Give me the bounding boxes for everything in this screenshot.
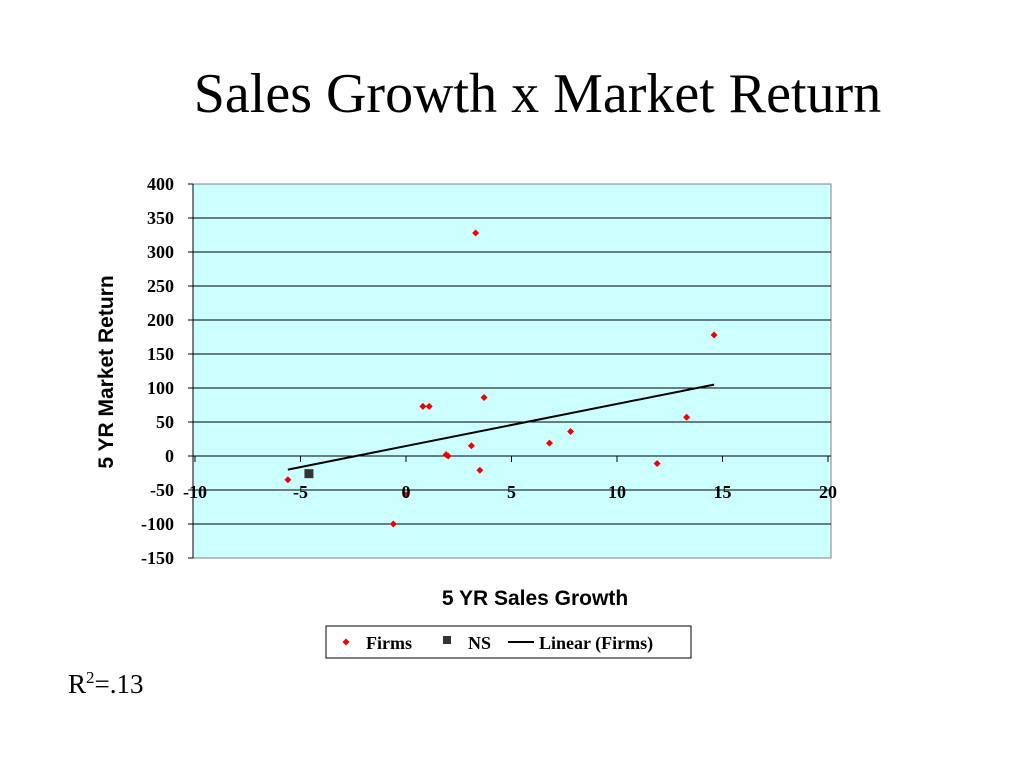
firm-point xyxy=(402,491,410,499)
x-tick-label: 10 xyxy=(608,482,626,502)
legend-firms-label: Firms xyxy=(366,633,412,653)
y-tick-label: 250 xyxy=(147,276,174,296)
firm-point xyxy=(425,402,433,410)
points-layer xyxy=(284,229,718,528)
ns-point xyxy=(304,469,314,479)
firm-point xyxy=(545,439,553,447)
x-tick-label: 20 xyxy=(819,482,837,502)
y-tick-label: -150 xyxy=(141,548,174,568)
legend-ns-label: NS xyxy=(468,633,491,653)
r-squared-annotation: R2=.13 xyxy=(68,668,144,700)
plot-area xyxy=(192,183,832,559)
firm-point xyxy=(710,331,718,339)
firm-point xyxy=(419,402,427,410)
trend-layer xyxy=(287,383,715,471)
x-tick-label: 5 xyxy=(507,482,516,502)
r2-prefix: R xyxy=(68,669,87,699)
r2-value: =.13 xyxy=(94,669,144,699)
slide-title: Sales Growth x Market Return xyxy=(193,63,882,125)
grid-lines xyxy=(193,217,831,525)
legend-linear-label: Linear (Firms) xyxy=(539,633,653,654)
firm-point xyxy=(284,476,292,484)
firm-point xyxy=(467,442,475,450)
firm-point xyxy=(567,428,575,436)
x-tick-label: -5 xyxy=(293,482,308,502)
firm-point xyxy=(472,229,480,237)
trend-line xyxy=(287,383,715,471)
y-tick-label: 300 xyxy=(147,242,174,262)
y-tick-label: -50 xyxy=(150,480,174,500)
firm-point xyxy=(476,466,484,474)
y-tick-label: 50 xyxy=(156,412,174,432)
firm-point xyxy=(480,394,488,402)
legend: Firms NS Linear (Firms) xyxy=(325,625,692,659)
legend-firms-marker xyxy=(342,638,350,646)
y-tick-label: 400 xyxy=(147,174,174,194)
y-tick-label: 0 xyxy=(165,446,174,466)
x-tick-label: 15 xyxy=(714,482,732,502)
x-axis-title: 5 YR Sales Growth xyxy=(442,587,628,610)
r2-exponent: 2 xyxy=(86,668,95,687)
firm-point xyxy=(683,413,691,421)
x-tick-label: -10 xyxy=(183,482,207,502)
firm-point xyxy=(389,520,397,528)
y-tick-label: -100 xyxy=(141,514,174,534)
y-tick-label: 150 xyxy=(147,344,174,364)
y-axis-title: 5 YR Market Return xyxy=(95,275,118,468)
y-tick-label: 100 xyxy=(147,378,174,398)
y-tick-label: 200 xyxy=(147,310,174,330)
axes xyxy=(188,183,831,559)
firm-point xyxy=(444,452,452,460)
legend-ns-marker xyxy=(443,636,451,644)
x-tick-label: 0 xyxy=(402,482,411,502)
firm-point xyxy=(653,459,661,467)
y-tick-label: 350 xyxy=(147,208,174,228)
